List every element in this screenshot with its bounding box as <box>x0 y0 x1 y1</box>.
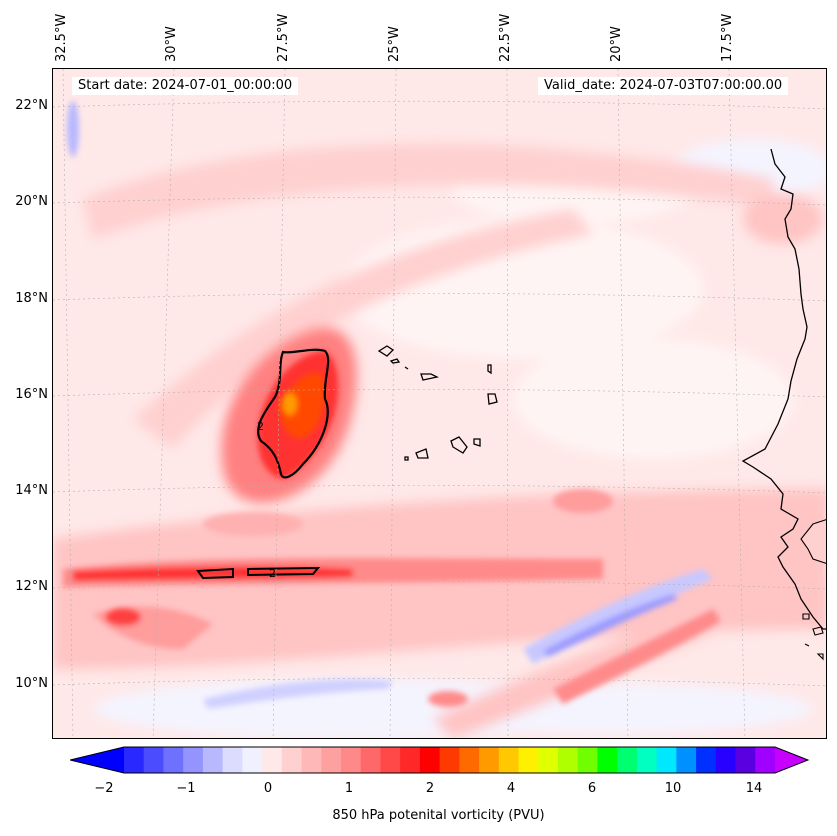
valid-date-label: Valid_date: 2024-07-03T07:00:00.00 <box>538 77 789 95</box>
pv-southeast-streak <box>428 609 721 707</box>
colorbar-swatch <box>577 747 598 773</box>
colorbar-swatch <box>419 747 441 773</box>
colorbar-extend-max <box>775 747 808 773</box>
colorbar-swatch <box>735 747 756 773</box>
colorbar-swatch <box>597 747 618 773</box>
colorbar-tick-10: 10 <box>664 781 682 796</box>
lat-label-18N: 18°N <box>15 291 48 306</box>
colorbar-swatch <box>222 747 243 773</box>
colorbar-swatch <box>360 747 381 773</box>
colorbar-swatch <box>439 747 460 773</box>
colorbar-swatch <box>400 747 421 773</box>
colorbar-outline <box>70 746 810 774</box>
pv-vortex <box>221 327 357 503</box>
contour-label-band: 2 <box>269 567 276 580</box>
colorbar-swatch <box>715 747 737 773</box>
colorbar-tick-2: 2 <box>425 781 435 796</box>
contour-label-vortex: 2 <box>257 420 264 433</box>
pv-field-map: 2 2 <box>53 69 826 738</box>
pv-negative-streak <box>67 101 713 709</box>
coastal-islets <box>802 613 824 661</box>
start-date-label: Start date: 2024-07-01_00:00:00 <box>72 77 299 95</box>
colorbar-swatch <box>636 747 658 773</box>
pv-contour-east <box>247 566 321 577</box>
colorbar <box>70 746 810 774</box>
colorbar-swatch <box>380 747 401 773</box>
colorbar-swatch <box>518 747 539 773</box>
lat-label-14N: 14°N <box>15 483 48 498</box>
lat-label-16N: 16°N <box>15 387 48 402</box>
lon-label-22.5W: 22.5°W <box>498 13 513 62</box>
pv-contour-west <box>196 567 234 580</box>
colorbar-swatch <box>755 747 776 773</box>
pv-strong-band <box>63 489 613 649</box>
colorbar-swatch <box>538 747 559 773</box>
colorbar-tick-14: 14 <box>745 781 763 796</box>
lat-label-12N: 12°N <box>15 579 48 594</box>
colorbar-tick-1: 1 <box>344 781 354 796</box>
lon-label-32.5W: 32.5°W <box>54 13 69 62</box>
colorbar-swatch <box>321 747 342 773</box>
colorbar-swatch <box>143 747 164 773</box>
colorbar-extend-min <box>70 747 124 773</box>
colorbar-swatch <box>498 747 520 773</box>
lat-label-22N: 22°N <box>15 98 48 113</box>
colorbar-swatch <box>479 747 500 773</box>
colorbar-tick-0: 0 <box>263 781 273 796</box>
coastal-land-patch <box>800 519 826 564</box>
colorbar-label: 850 hPa potenital vorticity (PVU) <box>332 808 545 823</box>
cape-verde-islands <box>377 345 498 461</box>
colorbar-swatch <box>183 747 204 773</box>
colorbar-swatch <box>262 747 283 773</box>
colorbar-swatch <box>202 747 224 773</box>
lon-label-30W: 30°W <box>164 26 179 62</box>
colorbar-swatch <box>301 747 322 773</box>
colorbar-swatch <box>124 747 145 773</box>
colorbar-tick-neg1: −1 <box>176 781 196 796</box>
colorbar-swatch <box>656 747 677 773</box>
colorbar-swatch <box>163 747 184 773</box>
colorbar-swatch <box>558 747 579 773</box>
graticule <box>53 69 826 738</box>
colorbar-tick-6: 6 <box>587 781 597 796</box>
lat-label-10N: 10°N <box>15 676 48 691</box>
lon-label-20W: 20°W <box>609 26 624 62</box>
colorbar-swatch <box>696 747 717 773</box>
african-coastline <box>741 148 826 630</box>
colorbar-tick-neg2: −2 <box>94 781 114 796</box>
colorbar-tick-4: 4 <box>506 781 516 796</box>
lon-label-17.5W: 17.5°W <box>720 13 735 62</box>
colorbar-swatch <box>281 747 303 773</box>
map-panel: 2 2 <box>52 68 827 739</box>
colorbar-swatch <box>617 747 638 773</box>
lon-label-25W: 25°W <box>387 26 402 62</box>
colorbar-swatch <box>242 747 263 773</box>
colorbar-swatch <box>676 747 697 773</box>
colorbar-swatch <box>459 747 480 773</box>
lat-label-20N: 20°N <box>15 194 48 209</box>
lon-label-27.5W: 27.5°W <box>276 13 291 62</box>
colorbar-swatch <box>341 747 362 773</box>
